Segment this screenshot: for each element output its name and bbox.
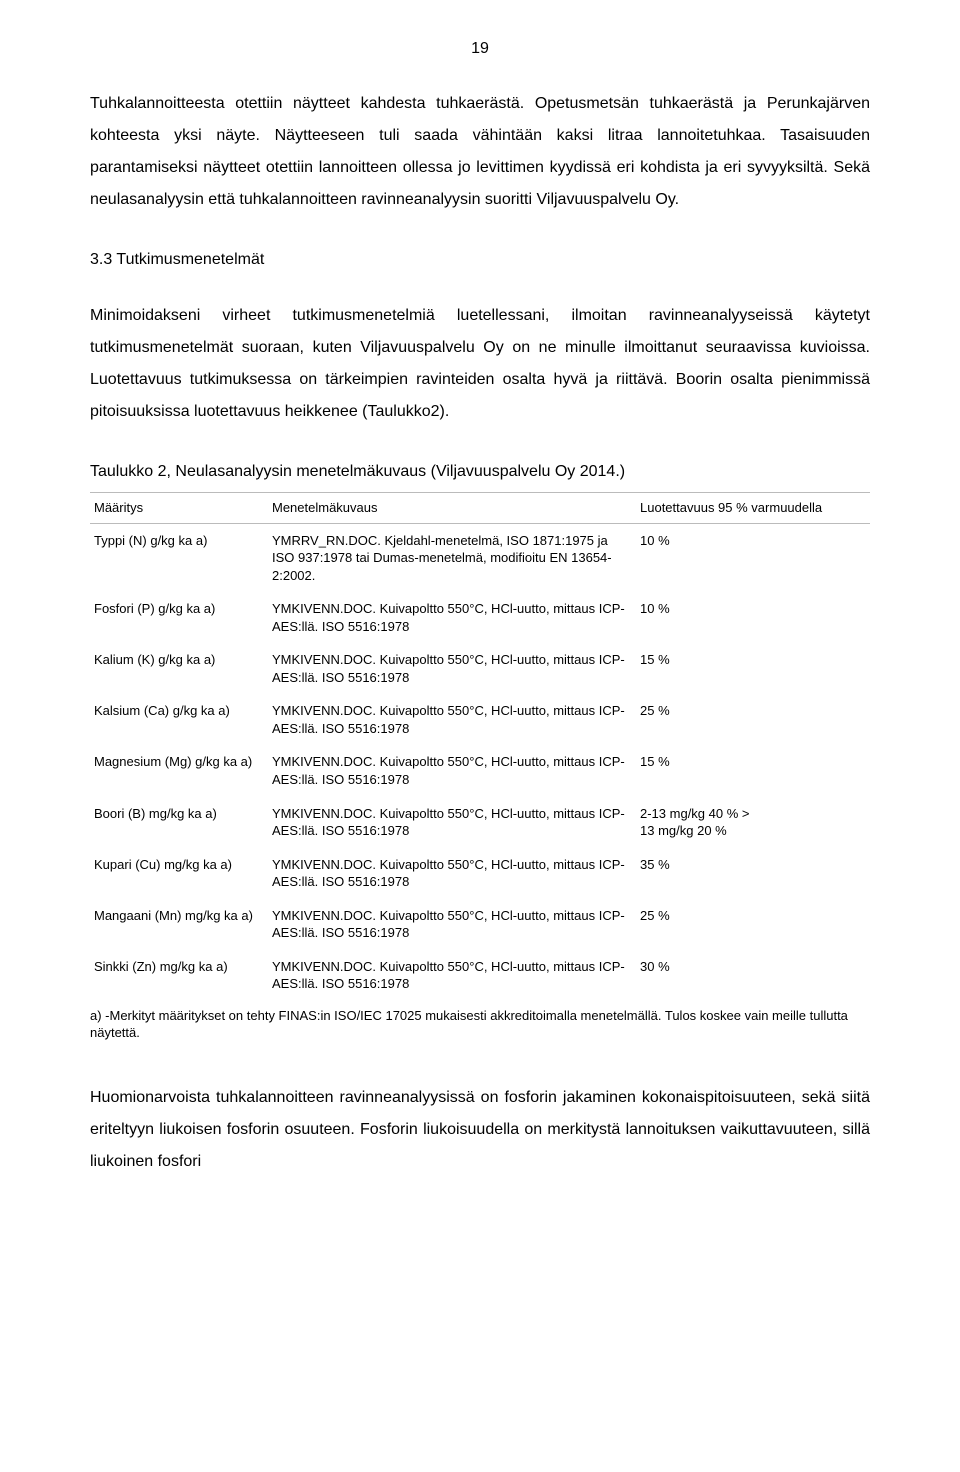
table-2-caption: Taulukko 2, Neulasanalyysin menetelmäkuv… [90,456,870,488]
section-heading-3-3: 3.3 Tutkimusmenetelmät [90,244,870,276]
table-header-maaritys: Määritys [90,493,268,524]
cell-maaritys: Typpi (N) g/kg ka a) [90,523,268,592]
cell-menetelma: YMKIVENN.DOC. Kuivapoltto 550°C, HCl-uut… [268,694,636,745]
table-body: Typpi (N) g/kg ka a) YMRRV_RN.DOC. Kjeld… [90,523,870,1001]
cell-luotettavuus: 25 % [636,694,870,745]
cell-luotettavuus: 15 % [636,643,870,694]
cell-luotettavuus: 2-13 mg/kg 40 % > 13 mg/kg 20 % [636,797,870,848]
cell-menetelma: YMKIVENN.DOC. Kuivapoltto 550°C, HCl-uut… [268,797,636,848]
table-row: Typpi (N) g/kg ka a) YMRRV_RN.DOC. Kjeld… [90,523,870,592]
page-number: 19 [90,40,870,58]
cell-luotettavuus: 25 % [636,899,870,950]
cell-menetelma: YMRRV_RN.DOC. Kjeldahl-menetelmä, ISO 18… [268,523,636,592]
cell-maaritys: Magnesium (Mg) g/kg ka a) [90,745,268,796]
cell-maaritys: Kupari (Cu) mg/kg ka a) [90,848,268,899]
table-header-luotettavuus: Luotettavuus 95 % varmuudella [636,493,870,524]
paragraph-1: Tuhkalannoitteesta otettiin näytteet kah… [90,88,870,216]
paragraph-3: Huomionarvoista tuhkalannoitteen ravinne… [90,1082,870,1178]
cell-menetelma: YMKIVENN.DOC. Kuivapoltto 550°C, HCl-uut… [268,643,636,694]
cell-luotettavuus: 10 % [636,523,870,592]
cell-maaritys: Boori (B) mg/kg ka a) [90,797,268,848]
cell-luotettavuus: 15 % [636,745,870,796]
paragraph-2: Minimoidakseni virheet tutkimusmenetelmi… [90,300,870,428]
table-row: Mangaani (Mn) mg/kg ka a) YMKIVENN.DOC. … [90,899,870,950]
table-footnote: a) -Merkityt määritykset on tehty FINAS:… [90,1007,870,1042]
cell-maaritys: Mangaani (Mn) mg/kg ka a) [90,899,268,950]
cell-menetelma: YMKIVENN.DOC. Kuivapoltto 550°C, HCl-uut… [268,950,636,1001]
table-row: Sinkki (Zn) mg/kg ka a) YMKIVENN.DOC. Ku… [90,950,870,1001]
cell-menetelma: YMKIVENN.DOC. Kuivapoltto 550°C, HCl-uut… [268,899,636,950]
cell-menetelma: YMKIVENN.DOC. Kuivapoltto 550°C, HCl-uut… [268,745,636,796]
cell-maaritys: Kalium (K) g/kg ka a) [90,643,268,694]
method-table: Määritys Menetelmäkuvaus Luotettavuus 95… [90,492,870,1001]
cell-menetelma: YMKIVENN.DOC. Kuivapoltto 550°C, HCl-uut… [268,848,636,899]
cell-menetelma: YMKIVENN.DOC. Kuivapoltto 550°C, HCl-uut… [268,592,636,643]
table-row: Kalium (K) g/kg ka a) YMKIVENN.DOC. Kuiv… [90,643,870,694]
cell-maaritys: Fosfori (P) g/kg ka a) [90,592,268,643]
table-header-menetelmakuvaus: Menetelmäkuvaus [268,493,636,524]
cell-luotettavuus: 10 % [636,592,870,643]
table-row: Fosfori (P) g/kg ka a) YMKIVENN.DOC. Kui… [90,592,870,643]
cell-luotettavuus: 35 % [636,848,870,899]
table-header-row: Määritys Menetelmäkuvaus Luotettavuus 95… [90,493,870,524]
table-row: Magnesium (Mg) g/kg ka a) YMKIVENN.DOC. … [90,745,870,796]
cell-maaritys: Kalsium (Ca) g/kg ka a) [90,694,268,745]
table-row: Kalsium (Ca) g/kg ka a) YMKIVENN.DOC. Ku… [90,694,870,745]
document-page: 19 Tuhkalannoitteesta otettiin näytteet … [0,0,960,1246]
cell-maaritys: Sinkki (Zn) mg/kg ka a) [90,950,268,1001]
table-row: Kupari (Cu) mg/kg ka a) YMKIVENN.DOC. Ku… [90,848,870,899]
cell-luotettavuus: 30 % [636,950,870,1001]
table-row: Boori (B) mg/kg ka a) YMKIVENN.DOC. Kuiv… [90,797,870,848]
